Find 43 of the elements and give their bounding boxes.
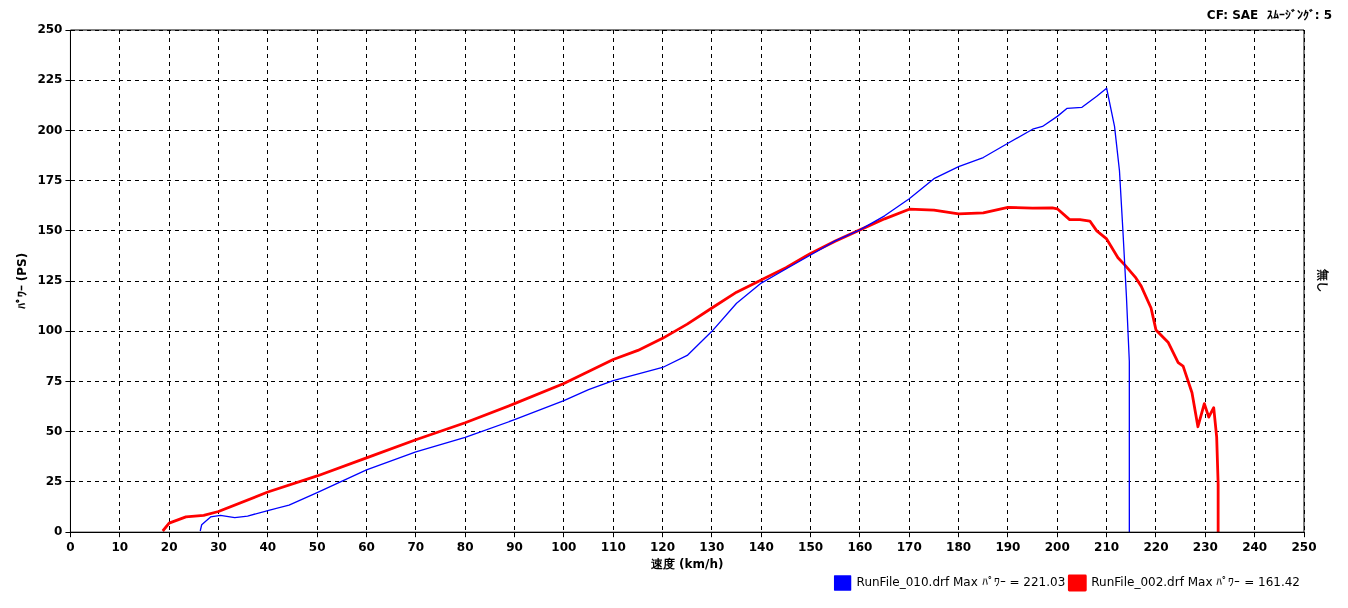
x-tick-label: 150 (798, 539, 824, 554)
y-tick-label: 200 (37, 122, 63, 137)
x-tick-label: 100 (551, 539, 577, 554)
y-tick-label: 0 (54, 524, 63, 539)
x-tick-label: 180 (946, 539, 972, 554)
x-tick-label: 220 (1143, 539, 1169, 554)
x-tick-label: 210 (1094, 539, 1120, 554)
x-tick-label: 40 (259, 539, 277, 554)
legend-label: RunFile_002.drf Max ﾊﾟﾜｰ = 161.42 (1091, 575, 1301, 590)
y-tick-label: 150 (37, 223, 63, 238)
x-tick-label: 170 (896, 539, 922, 554)
x-tick-label: 110 (600, 539, 626, 554)
y-tick-label: 225 (37, 72, 63, 87)
x-tick-label: 140 (748, 539, 774, 554)
text: 無し (1315, 268, 1330, 294)
x-tick-label: 30 (210, 539, 227, 554)
y-tick-label: 75 (45, 373, 63, 388)
x-tick-label: 80 (456, 539, 474, 554)
x-tick-label: 60 (358, 539, 375, 554)
x-tick-label: 160 (847, 539, 873, 554)
y-tick-label: 50 (45, 423, 63, 438)
x-tick-label: 90 (506, 539, 523, 554)
y-tick-label: 25 (45, 474, 63, 489)
y-tick-label: 125 (37, 273, 63, 288)
x-tick-label: 130 (699, 539, 725, 554)
x-tick-label: 120 (650, 539, 676, 554)
x-tick-label: 230 (1192, 539, 1218, 554)
x-tick-label: 20 (160, 539, 178, 554)
y-tick-label: 175 (37, 172, 63, 187)
y-tick-label: 100 (37, 323, 63, 338)
x-tick-label: 250 (1291, 539, 1317, 554)
y-axis-title: ﾊﾟﾜｰ (PS) (15, 252, 30, 310)
x-tick-label: 190 (995, 539, 1021, 554)
x-axis-title: 速度 (km/h) (649, 556, 724, 571)
x-tick-label: 10 (111, 539, 129, 554)
x-tick-label: 240 (1242, 539, 1268, 554)
x-tick-label: 50 (308, 539, 326, 554)
x-tick-label: 70 (407, 539, 425, 554)
y-tick-label: 250 (37, 22, 63, 37)
x-tick-label: 0 (66, 539, 75, 554)
x-tick-label: 200 (1044, 539, 1070, 554)
legend-label: RunFile_010.drf Max ﾊﾟﾜｰ = 221.03 (856, 575, 1066, 590)
text: CF: SAE ｽﾑｰｼﾞﾝｸﾞ: 5 (1206, 8, 1332, 23)
